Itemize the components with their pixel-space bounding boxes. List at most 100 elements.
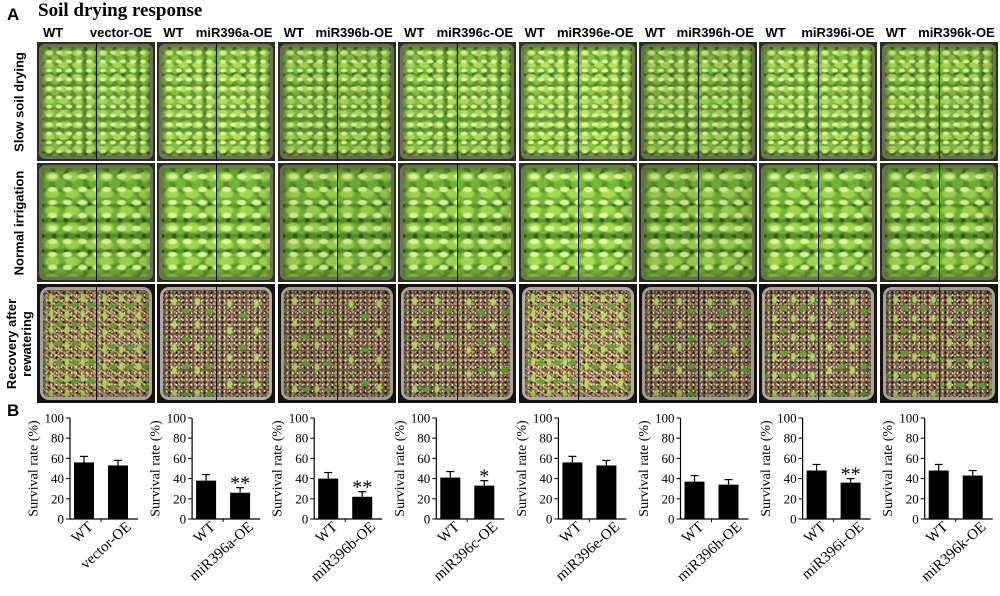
plant-tray bbox=[520, 44, 635, 159]
header-oe-label: miR396e-OE bbox=[556, 25, 634, 40]
normal-irrigation-photo bbox=[879, 163, 998, 282]
oe-plants bbox=[216, 47, 271, 156]
oe-plants bbox=[938, 290, 992, 397]
bar-wt bbox=[928, 470, 949, 519]
slow-soil-drying-photo bbox=[879, 42, 998, 161]
x-tick-label: WT bbox=[435, 519, 463, 546]
wt-plants bbox=[764, 168, 819, 277]
normal-irrigation-photo bbox=[157, 163, 276, 282]
y-tick-label: 60 bbox=[51, 451, 64, 466]
surviving-seedlings bbox=[404, 290, 458, 397]
wt-plants bbox=[403, 168, 458, 277]
bar-wt bbox=[318, 478, 339, 519]
surviving-seedlings bbox=[577, 290, 631, 397]
plant-tray bbox=[520, 165, 635, 280]
header-wt-label: WT bbox=[885, 25, 906, 40]
surviving-seedlings bbox=[644, 290, 698, 397]
plant-tray bbox=[881, 44, 996, 159]
divider-line bbox=[818, 42, 820, 161]
significance-marker: * bbox=[479, 466, 489, 488]
surviving-seedlings bbox=[457, 290, 511, 397]
y-axis-label: Survival rate (%) bbox=[515, 420, 530, 517]
wt-plants bbox=[764, 47, 819, 156]
oe-plants bbox=[697, 290, 751, 397]
normal-irrigation-photo bbox=[37, 163, 155, 282]
divider-line bbox=[96, 163, 97, 282]
recovery-after-rewatering-photo bbox=[157, 284, 276, 403]
header-wt-label: WT bbox=[524, 25, 545, 40]
divider-line bbox=[577, 163, 579, 282]
divider-line bbox=[216, 284, 218, 403]
significance-marker: ** bbox=[352, 477, 372, 499]
panel-b-label: B bbox=[7, 401, 20, 420]
y-tick-label: 80 bbox=[539, 431, 552, 446]
slow-soil-drying-photo bbox=[398, 42, 517, 161]
oe-plants bbox=[818, 47, 873, 156]
bar-wt bbox=[562, 462, 583, 519]
column-header: WT miR396c-OE bbox=[398, 25, 516, 41]
x-tick-label: WT bbox=[313, 519, 341, 546]
row-label-text: Normal irrigation bbox=[11, 170, 27, 275]
header-wt-label: WT bbox=[644, 25, 666, 40]
column-header: WT miR396i-OE bbox=[759, 25, 877, 41]
surviving-seedlings bbox=[43, 290, 96, 397]
bar-wt bbox=[74, 462, 94, 519]
y-tick-label: 40 bbox=[417, 471, 430, 486]
normal-irrigation-photo bbox=[277, 163, 396, 282]
header-oe-label: miR396a-OE bbox=[195, 25, 273, 40]
x-tick-label: WT bbox=[679, 519, 707, 546]
bar-wt bbox=[806, 470, 827, 519]
divider-line bbox=[697, 163, 699, 282]
column-header: WT vector-OE bbox=[37, 25, 155, 41]
y-tick-label: 60 bbox=[295, 451, 308, 466]
wt-plants bbox=[403, 47, 458, 156]
column-header: WT miR396k-OE bbox=[880, 25, 998, 41]
y-tick-label: 20 bbox=[662, 491, 675, 506]
plant-tray bbox=[39, 165, 153, 280]
normal-irrigation-photo bbox=[398, 163, 517, 282]
header-oe-label: miR396b-OE bbox=[315, 25, 393, 40]
y-tick-label: 80 bbox=[295, 431, 308, 446]
wt-plants bbox=[163, 290, 217, 397]
plant-tray bbox=[279, 44, 394, 159]
row-label-text: Recovery after rewatering bbox=[4, 298, 34, 389]
wt-plants bbox=[523, 47, 578, 156]
slow-soil-drying-photo bbox=[518, 42, 637, 161]
oe-plants bbox=[577, 47, 632, 156]
row-labels: Slow soil drying Normal irrigation Recover… bbox=[2, 42, 36, 403]
bar-oe bbox=[108, 465, 128, 519]
y-tick-label: 0 bbox=[302, 512, 309, 527]
divider-line bbox=[938, 163, 940, 282]
plant-tray bbox=[521, 287, 634, 400]
bar-oe bbox=[230, 492, 251, 519]
surviving-seedlings bbox=[524, 290, 578, 397]
bar-oe bbox=[718, 484, 739, 519]
oe-plants bbox=[96, 47, 150, 156]
wt-plants bbox=[644, 290, 698, 397]
bar-oe bbox=[352, 496, 373, 519]
y-tick-label: 100 bbox=[411, 411, 431, 426]
normal-irrigation-photo bbox=[759, 163, 878, 282]
wt-plants bbox=[884, 47, 939, 156]
normal-irrigation-photo bbox=[518, 163, 637, 282]
oe-plants bbox=[697, 168, 752, 277]
y-axis-label: Survival rate (%) bbox=[27, 420, 42, 517]
y-tick-label: 100 bbox=[45, 411, 65, 426]
y-tick-label: 20 bbox=[173, 491, 186, 506]
y-tick-label: 0 bbox=[790, 512, 797, 527]
surviving-seedlings bbox=[697, 290, 751, 397]
normal-irrigation-photo bbox=[638, 163, 757, 282]
recovery-after-rewatering-photo bbox=[277, 284, 396, 403]
y-tick-label: 100 bbox=[655, 411, 675, 426]
recovery-after-rewatering-photo bbox=[638, 284, 757, 403]
x-tick-label: WT bbox=[923, 519, 951, 546]
x-tick-label: WT bbox=[557, 519, 585, 546]
surviving-seedlings bbox=[283, 290, 337, 397]
divider-line bbox=[96, 284, 97, 403]
column-header: WT miR396b-OE bbox=[278, 25, 396, 41]
oe-plants bbox=[818, 168, 873, 277]
